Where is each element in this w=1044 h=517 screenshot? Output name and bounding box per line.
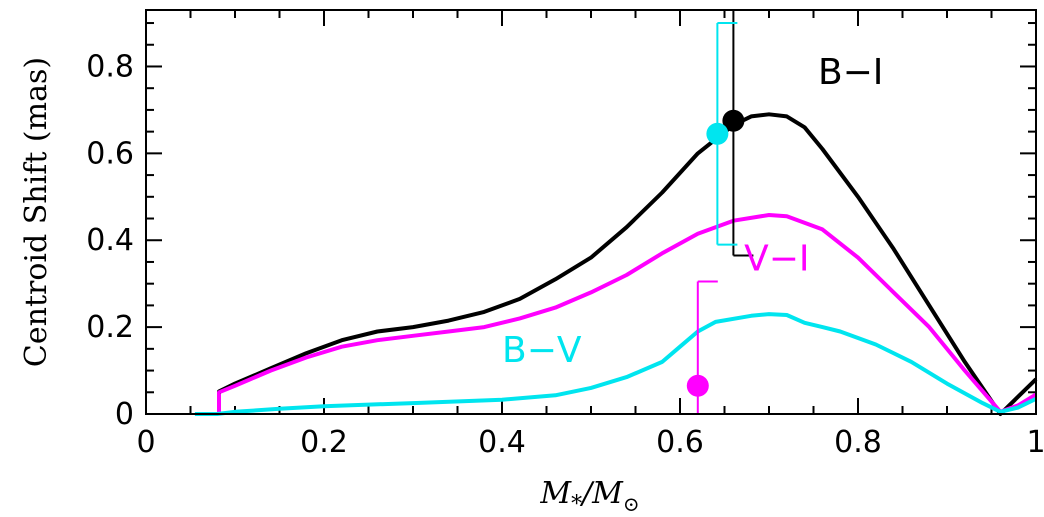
- x-tick-label: 1: [1026, 425, 1044, 460]
- series-curves: [194, 112, 1038, 416]
- series-label-v-i: V−I: [744, 239, 809, 280]
- y-tick-label: 0.8: [86, 49, 134, 84]
- x-axis-title-sub-sun: ⊙: [623, 492, 640, 516]
- data-point-b-v: [706, 122, 729, 145]
- x-axis-title-main: M: [539, 476, 572, 511]
- series-line-b-i: [217, 112, 1038, 416]
- x-axis-title: M*/M⊙: [539, 476, 639, 517]
- x-axis-title-sep: /M: [579, 476, 624, 511]
- x-tick-label: 0.8: [834, 425, 882, 460]
- y-tick-label: 0.4: [86, 223, 134, 258]
- series-label-b-v: B−V: [502, 330, 582, 371]
- measurement-errorbars: [686, 10, 754, 414]
- x-tick-label: 0: [136, 425, 155, 460]
- y-tick-label: 0.2: [86, 310, 134, 345]
- x-axis-title-sub-star: *: [571, 492, 582, 517]
- x-tick-label: 0.2: [300, 425, 348, 460]
- x-tick-label: 0.4: [478, 425, 526, 460]
- series-labels: B−I V−I B−V: [502, 52, 883, 371]
- series-line-v-i: [217, 213, 1038, 414]
- axis-ticks: [145, 10, 1037, 415]
- plot-frame: [145, 9, 1037, 415]
- data-point-v-i: [686, 374, 709, 397]
- y-axis-title: Centroid Shift (mas): [19, 57, 54, 367]
- data-point-b-i: [722, 109, 745, 132]
- y-tick-label: 0.6: [86, 136, 134, 171]
- y-tick-label: 0: [115, 397, 134, 432]
- series-line-b-v: [194, 312, 1037, 416]
- tick-labels: 0 0.2 0.4 0.6 0.8 1 0 0.2 0.4 0.6 0.8: [86, 49, 1044, 460]
- series-label-b-i: B−I: [818, 52, 883, 93]
- x-tick-label: 0.6: [656, 425, 704, 460]
